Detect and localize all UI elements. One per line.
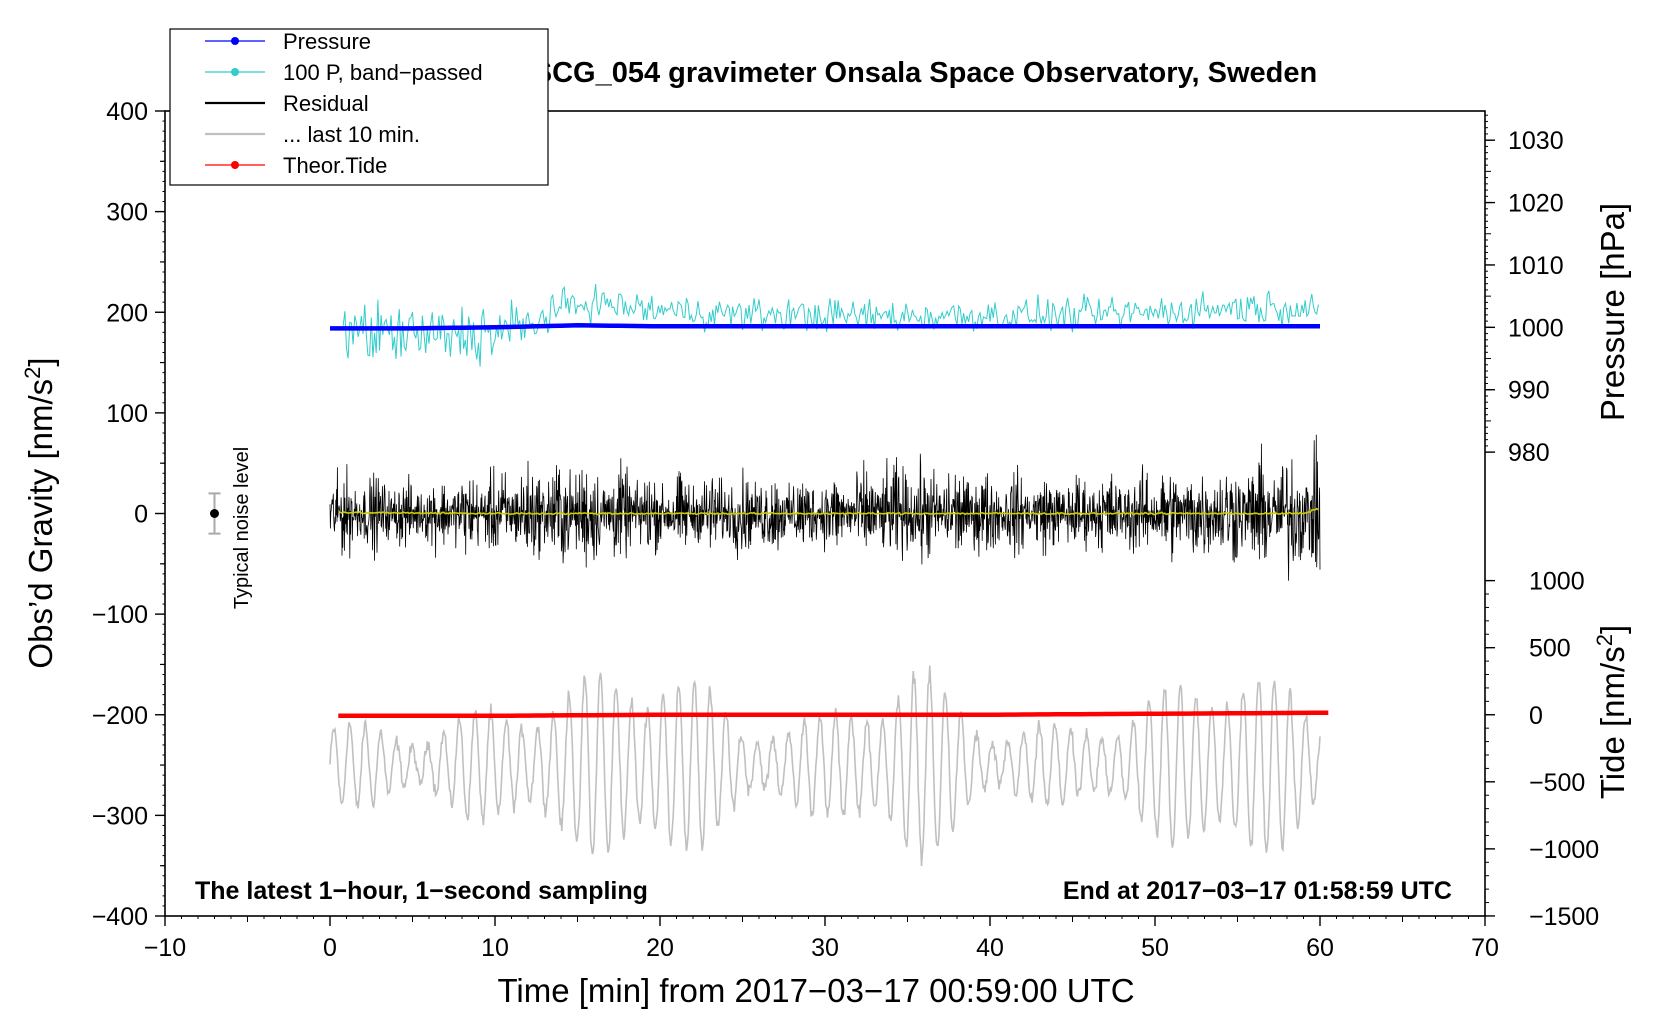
- y-tick-label: 400: [106, 98, 148, 126]
- legend-entry-label: Pressure: [283, 29, 371, 54]
- legend-entry-label: Residual: [283, 91, 369, 116]
- pressure-tick-label: 1010: [1508, 252, 1564, 280]
- legend: Pressure 100 P, band−passed Residual ... la…: [169, 28, 549, 186]
- tide-tick-label: 1000: [1529, 568, 1585, 596]
- x-tick-label: 70: [1471, 934, 1499, 962]
- series-pressure: [330, 323, 1320, 331]
- legend-entry-label: 100 P, band−passed: [283, 60, 483, 85]
- y-tick-label: −400: [92, 903, 148, 931]
- y-axis-pressure: 980 990 1000 1010 1020 1030: [1485, 114, 1564, 467]
- y-tick-label: 300: [106, 199, 148, 227]
- y-tick-label: −100: [92, 601, 148, 629]
- x-tick-label: 40: [976, 934, 1004, 962]
- chart-title: SCG_054 gravimeter Onsala Space Observat…: [533, 57, 1317, 89]
- tide-tick-label: 500: [1529, 635, 1571, 663]
- pressure-tick-label: 1000: [1508, 314, 1564, 342]
- series-theoretical-tide: [338, 710, 1329, 719]
- x-tick-label: 60: [1306, 934, 1334, 962]
- annotation-end-time: End at 2017−03−17 01:58:59 UTC: [1063, 877, 1452, 905]
- y-tick-label: −200: [92, 702, 148, 730]
- y-axis-left: −400 −300 −200 −100 0 100 200 300 400: [92, 98, 165, 931]
- pressure-tick-label: 980: [1508, 439, 1550, 467]
- tide-tick-label: −1000: [1529, 836, 1599, 864]
- x-tick-label: −10: [144, 934, 186, 962]
- x-tick-label: 20: [646, 934, 674, 962]
- pressure-axis-label: Pressure [hPa]: [1594, 203, 1631, 421]
- x-tick-label: 50: [1141, 934, 1169, 962]
- tide-tick-label: 0: [1529, 702, 1543, 730]
- tide-tick-label: −500: [1529, 769, 1585, 797]
- legend-entry-label: Theor.Tide: [283, 153, 387, 178]
- y-axis-label: Obs’d Gravity [nm/s2]: [20, 357, 60, 668]
- legend-entry-label: ... last 10 min.: [283, 122, 420, 147]
- legend-swatch-marker: [231, 68, 239, 76]
- series-residual: [329, 434, 1321, 581]
- pressure-tick-label: 1030: [1508, 127, 1564, 155]
- series-last-10-min: [329, 665, 1321, 867]
- x-tick-label: 30: [811, 934, 839, 962]
- y-tick-label: 100: [106, 400, 148, 428]
- x-tick-label: 10: [481, 934, 509, 962]
- noise-level-errorbar: [208, 492, 221, 535]
- noise-level-label: Typical noise level: [231, 447, 253, 609]
- y-tick-label: 200: [106, 299, 148, 327]
- x-axis: −10 0 10 20 30 40 50 60 70: [144, 916, 1499, 962]
- series-residual-smoothed: [338, 507, 1319, 516]
- noise-level-point: [210, 509, 219, 518]
- annotation-sampling: The latest 1−hour, 1−second sampling: [195, 877, 648, 905]
- x-axis-label: Time [min] from 2017−03−17 00:59:00 UTC: [497, 972, 1134, 1009]
- tide-tick-label: −1500: [1529, 903, 1599, 931]
- tide-axis-label: Tide [nm/s2]: [1592, 625, 1632, 799]
- legend-box: [169, 28, 549, 186]
- legend-swatch-marker: [231, 37, 239, 45]
- y-tick-label: 0: [134, 501, 148, 529]
- legend-swatch-marker: [231, 161, 239, 169]
- y-axis-tide: −1500 −1000 −500 0 500 1000: [1485, 568, 1599, 931]
- series-pressure-bandpassed: [342, 284, 1319, 367]
- plot-traces: [329, 284, 1329, 867]
- pressure-tick-label: 1020: [1508, 190, 1564, 218]
- y-tick-label: −300: [92, 802, 148, 830]
- pressure-tick-label: 990: [1508, 377, 1550, 405]
- x-tick-label: 0: [323, 934, 337, 962]
